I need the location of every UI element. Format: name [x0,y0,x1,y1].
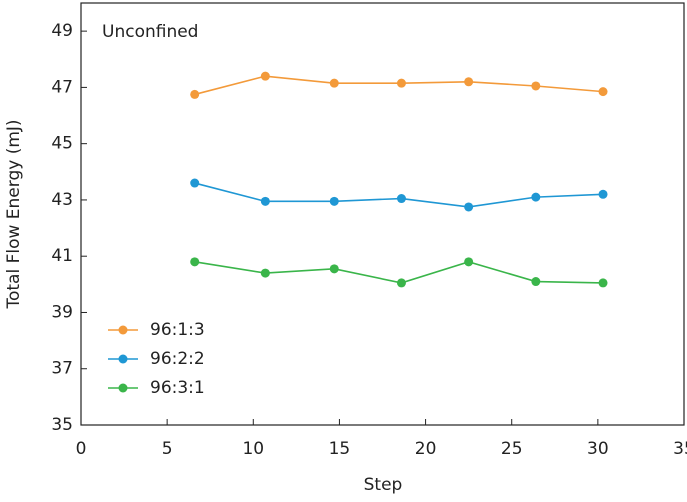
legend-label: 96:3:1 [150,378,205,398]
annotation: Unconfined [102,22,198,42]
legend-marker [118,383,128,393]
x-tick-label: 0 [76,439,87,459]
y-tick-label: 43 [51,190,73,210]
data-point [329,264,339,274]
plot-frame [80,2,685,426]
data-point [464,257,474,267]
data-point [190,178,200,188]
x-tick-label: 25 [501,439,523,459]
y-tick-label: 39 [51,302,73,322]
data-point [396,278,406,288]
data-point [396,78,406,88]
y-axis-label: Total Flow Energy (mJ) [4,119,24,309]
x-tick-label: 15 [329,439,351,459]
data-point [190,257,200,267]
y-tick-label: 49 [51,21,73,41]
data-point [260,196,270,206]
data-point [396,194,406,204]
data-point [329,78,339,88]
data-point [464,77,474,87]
data-point [260,71,270,81]
data-point [531,81,541,91]
x-tick-label: 35 [673,439,687,459]
x-tick-label: 5 [162,439,173,459]
y-tick-label: 37 [51,359,73,379]
x-axis-label: Step [364,475,403,495]
data-point [598,278,608,288]
data-point [531,192,541,202]
x-tick-label: 10 [242,439,264,459]
y-tick-label: 35 [51,415,73,435]
x-tick-label: 30 [587,439,609,459]
data-point [598,189,608,199]
x-tick-label: 20 [415,439,437,459]
y-tick-label: 45 [51,134,73,154]
data-point [190,89,200,99]
legend-label: 96:2:2 [150,349,205,369]
legend-marker [118,354,128,364]
data-point [329,196,339,206]
y-tick-label: 41 [51,246,73,266]
data-point [464,202,474,212]
data-point [598,87,608,97]
legend-marker [118,325,128,335]
data-point [260,268,270,278]
data-point [531,277,541,287]
legend-label: 96:1:3 [150,320,205,340]
y-tick-label: 47 [51,77,73,97]
